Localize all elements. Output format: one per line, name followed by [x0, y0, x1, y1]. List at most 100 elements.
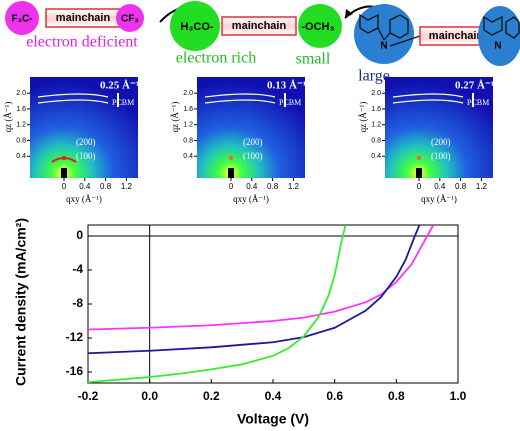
giwaxs-image [197, 77, 305, 178]
x-tick-label: 0.8 [267, 182, 279, 191]
x-tick-label: 0 [229, 182, 234, 191]
jv-curve [88, 225, 435, 331]
beam-center [62, 156, 66, 160]
jv-curve [88, 225, 421, 355]
end-group [170, 1, 220, 51]
x-tick-label: 0.4 [246, 182, 258, 191]
jv-curve [88, 225, 347, 383]
y-tick-label: 0 [76, 228, 83, 242]
ring-label: PCBM [467, 98, 489, 107]
y-tick-label: -12 [66, 330, 84, 344]
property-label: electron deficient [26, 34, 138, 51]
y-tick-label: 1.6 [16, 106, 26, 113]
y-tick-label: 1.2 [16, 122, 26, 129]
end-group [478, 6, 520, 66]
group-label: F₃C- [11, 14, 32, 25]
y-tick-label: -16 [66, 364, 84, 378]
peak-label: (200) [76, 137, 96, 147]
x-tick-label: 0.2 [203, 389, 220, 403]
y-tick-label: 0.4 [371, 153, 381, 160]
end-group [116, 4, 144, 32]
end-group [354, 4, 414, 64]
peak-label: (200) [243, 137, 263, 147]
y-axis-label: qz (Å⁻¹) [358, 102, 368, 133]
group-label: -OCH₃ [301, 21, 334, 33]
x-tick-label: 0 [62, 182, 67, 191]
size-label: large [358, 68, 390, 85]
y-axis-label: qz (Å⁻¹) [170, 102, 180, 133]
pcbm-ring [37, 93, 109, 98]
x-tick-label: 0.0 [141, 389, 158, 403]
y-tick-label: 0.8 [16, 137, 26, 144]
spacing-label: 0.27 Å⁻¹ [455, 80, 494, 92]
peak-label: (200) [431, 137, 451, 147]
spacing-label: 0.25 Å⁻¹ [100, 80, 139, 92]
y-tick-label: 0.8 [183, 137, 193, 144]
size-label: small [296, 51, 331, 68]
x-tick-label: 0.6 [326, 389, 343, 403]
y-tick-label: 0.4 [183, 153, 193, 160]
x-tick-label: 1.2 [288, 182, 300, 191]
mainchain-box [221, 16, 297, 36]
group-label: N [380, 41, 387, 52]
chain-label: mainchain [56, 12, 111, 24]
x-axis-label: qxy (Å⁻¹) [233, 194, 269, 204]
chain-label: mainchain [232, 20, 287, 32]
beam-center [417, 156, 421, 160]
peak-label: (100) [431, 151, 451, 161]
x-tick-label: 0.4 [265, 389, 282, 403]
ring-label: PCBM [112, 98, 134, 107]
giwaxs-image [385, 77, 493, 178]
y-tick-label: -4 [72, 262, 83, 276]
pcbm-ring [392, 99, 464, 104]
carbazole [359, 13, 409, 41]
property-label: electron rich [176, 50, 256, 67]
peak-label: (100) [76, 151, 96, 161]
x-tick-label: 0 [417, 182, 422, 191]
x-tick-label: 1.2 [121, 182, 133, 191]
y-tick-label: -8 [72, 296, 83, 310]
plot-frame [87, 224, 459, 384]
y-tick-label: 2.0 [183, 90, 193, 97]
x-tick-label: 0.8 [455, 182, 467, 191]
y-axis-label: Current density (mA/cm²) [13, 218, 29, 386]
x-tick-label: 0.8 [100, 182, 112, 191]
group-label: H₃CO- [180, 21, 214, 33]
x-tick-label: 0.4 [79, 182, 91, 191]
arrowhead [345, 9, 353, 18]
end-group [298, 4, 342, 48]
y-tick-label: 1.2 [183, 122, 193, 129]
pcbm-ring [204, 93, 276, 98]
spacing-label: 0.13 Å⁻¹ [267, 80, 306, 92]
ring-label: PCBM [279, 98, 301, 107]
pcbm-ring [392, 93, 464, 98]
beamstop [416, 168, 422, 178]
x-tick-label: 1.2 [476, 182, 488, 191]
carbazole [483, 15, 520, 39]
x-axis-label: qxy (Å⁻¹) [421, 194, 457, 204]
pcbm-ring [204, 99, 276, 104]
bond [389, 35, 421, 47]
giwaxs-image [30, 77, 138, 178]
chain-label: mainchain [429, 30, 484, 42]
peak-label: (100) [243, 151, 263, 161]
x-tick-label: 0.8 [388, 389, 405, 403]
x-tick-label: 0.4 [434, 182, 446, 191]
y-tick-label: 2.0 [16, 90, 26, 97]
y-tick-label: 0.8 [371, 137, 381, 144]
y-axis-label: qz (Å⁻¹) [3, 102, 13, 133]
x-tick-label: 1.0 [450, 389, 467, 403]
x-axis-label: qxy (Å⁻¹) [66, 194, 102, 204]
pcbm-ring [37, 99, 109, 104]
y-tick-label: 0.4 [16, 153, 26, 160]
end-group [5, 1, 39, 35]
y-tick-label: 2.0 [371, 90, 381, 97]
group-label: CF₃ [121, 14, 139, 25]
group-label: N [494, 41, 501, 52]
beamstop [228, 168, 234, 178]
y-tick-label: 1.6 [183, 106, 193, 113]
y-tick-label: 1.2 [371, 122, 381, 129]
x-tick-label: -0.2 [78, 389, 99, 403]
x-axis-label: Voltage (V) [237, 411, 309, 427]
